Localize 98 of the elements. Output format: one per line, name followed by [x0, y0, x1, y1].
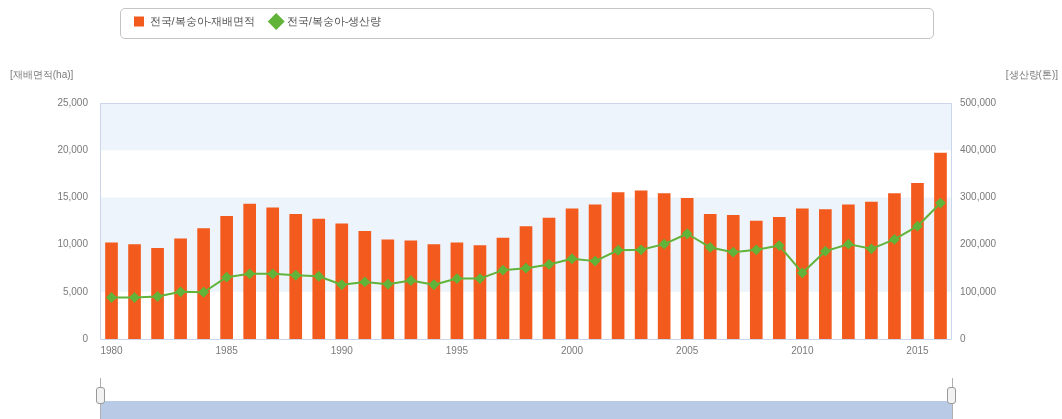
bar	[404, 240, 418, 339]
bar	[289, 214, 303, 339]
bar	[819, 209, 832, 339]
x-tick-label: 2005	[676, 344, 699, 356]
point	[267, 268, 278, 279]
bar	[772, 216, 786, 339]
y2-tick-label: 200,000	[960, 238, 997, 250]
y2-axis-title: [생산량(톤)]	[1005, 68, 1059, 80]
bar	[542, 217, 556, 339]
point	[705, 242, 716, 253]
point	[521, 263, 531, 274]
bar	[842, 204, 855, 339]
y2-tick-label: 300,000	[960, 191, 997, 203]
point	[774, 240, 785, 251]
bar	[634, 190, 648, 339]
bar	[312, 218, 326, 339]
x-tick-label: 1995	[445, 344, 469, 356]
point	[129, 292, 140, 303]
y2-tick-label: 400,000	[960, 143, 997, 155]
point	[728, 247, 739, 258]
y-tick-label: 0	[82, 332, 89, 344]
point	[497, 265, 508, 276]
point	[659, 239, 670, 250]
point	[590, 256, 601, 267]
y-tick-label: 10,000	[57, 238, 89, 250]
bar	[128, 244, 141, 339]
point	[336, 279, 347, 290]
y-tick-label: 20,000	[57, 143, 89, 155]
point	[912, 221, 923, 232]
bar	[335, 223, 349, 339]
bar	[795, 208, 809, 339]
point	[359, 276, 370, 287]
bar	[496, 237, 510, 339]
point	[820, 246, 831, 257]
x-tick-label: 1980	[100, 344, 124, 356]
bar	[197, 228, 210, 339]
bar	[151, 248, 164, 339]
point	[313, 271, 324, 282]
y-tick-label: 5,000	[62, 285, 89, 297]
y2-tick-label: 0	[960, 332, 966, 344]
y-axis-title: [재배면적(ha)]	[10, 68, 74, 80]
legend-label: 전국/복숭아-생산량	[286, 14, 382, 27]
point	[567, 253, 578, 264]
bar	[450, 242, 464, 339]
bar	[220, 215, 233, 339]
bar	[726, 215, 740, 339]
bar	[888, 193, 901, 339]
bar	[473, 245, 487, 339]
bar	[427, 244, 441, 339]
bar	[243, 203, 257, 339]
point	[751, 244, 762, 255]
point	[451, 273, 462, 284]
bar	[657, 193, 671, 339]
point	[106, 292, 117, 303]
bar	[105, 242, 118, 339]
bar	[519, 226, 533, 339]
x-tick-label: 2015	[906, 344, 930, 356]
point	[935, 198, 946, 209]
point	[175, 286, 186, 297]
bar	[703, 214, 717, 339]
point	[382, 279, 393, 290]
legend-label: 전국/복숭아-재배면적	[149, 14, 256, 27]
y2-tick-label: 100,000	[960, 285, 997, 297]
bar	[911, 182, 924, 339]
point	[428, 279, 439, 290]
bar	[865, 201, 878, 339]
bar	[358, 231, 372, 339]
bar	[174, 238, 187, 339]
y-tick-label: 25,000	[57, 96, 89, 108]
y2-tick-label: 500,000	[960, 96, 997, 108]
point	[889, 234, 900, 245]
bar	[680, 198, 694, 339]
bar	[266, 207, 280, 339]
point	[221, 272, 232, 283]
x-tick-label: 1985	[215, 344, 239, 356]
point	[198, 287, 209, 298]
x-tick-label: 2010	[791, 344, 814, 356]
point	[682, 228, 693, 239]
point	[797, 267, 808, 278]
point	[636, 244, 647, 255]
x-tick-label: 2000	[560, 344, 584, 356]
bar	[381, 239, 395, 339]
x-tick-label: 1990	[330, 344, 354, 356]
point	[290, 270, 301, 281]
point	[843, 239, 854, 250]
point	[866, 243, 877, 254]
bar	[611, 192, 625, 339]
point	[474, 273, 485, 284]
point	[152, 291, 163, 302]
point	[405, 275, 416, 286]
point	[244, 268, 255, 279]
y-tick-label: 15,000	[57, 191, 89, 203]
point	[613, 245, 624, 256]
point	[544, 259, 555, 270]
bar	[749, 220, 763, 339]
bar	[565, 208, 579, 339]
bar	[934, 152, 947, 339]
bar	[588, 204, 602, 339]
